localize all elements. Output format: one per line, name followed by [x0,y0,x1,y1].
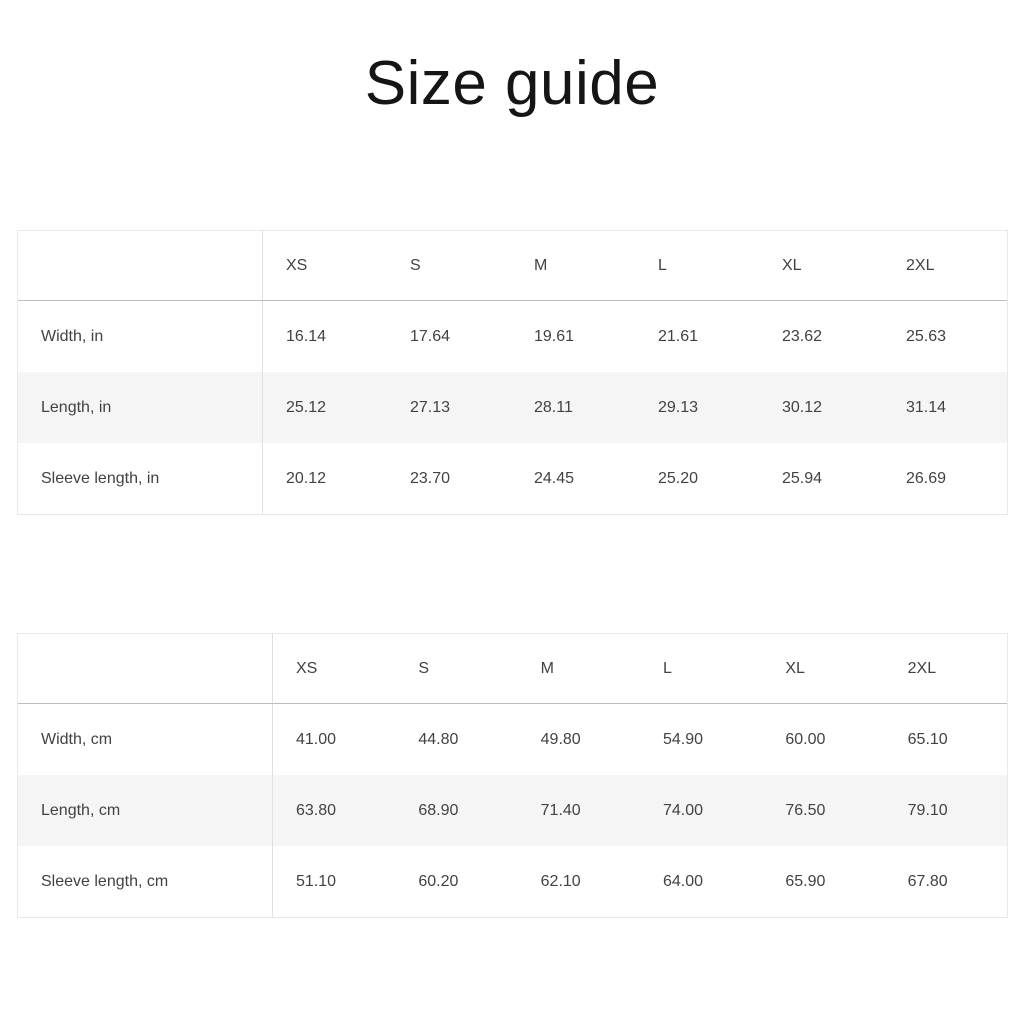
value-cell: 71.40 [540,801,581,819]
column-header-m: M [534,256,548,274]
value-cell: 17.64 [410,327,451,345]
row-label: Width, cm [18,704,273,775]
column-header-m: M [540,659,554,677]
column-header-2xl: 2XL [907,659,937,677]
value-cell: 29.13 [658,398,699,416]
corner-cell [18,634,273,703]
row-label: Length, in [18,372,263,443]
value-cell: 60.00 [785,730,826,748]
row-label: Width, in [18,301,263,372]
column-header-s: S [418,659,429,677]
value-cell: 54.90 [663,730,704,748]
value-cell: 24.45 [534,469,575,487]
table-row-sleeve-in: Sleeve length, in 20.12 23.70 24.45 25.2… [18,443,1007,514]
value-cell: 65.10 [907,730,948,748]
value-cell: 64.00 [663,872,704,890]
column-header-xs: XS [286,256,308,274]
value-cell: 28.11 [534,398,573,416]
value-cell: 27.13 [410,398,451,416]
value-cell: 49.80 [540,730,581,748]
table-row-sleeve-cm: Sleeve length, cm 51.10 60.20 62.10 64.0… [18,846,1007,917]
value-cell: 74.00 [663,801,704,819]
table-row-width-in: Width, in 16.14 17.64 19.61 21.61 23.62 … [18,301,1007,372]
row-label: Length, cm [18,775,273,846]
column-header-xs: XS [296,659,318,677]
value-cell: 21.61 [658,327,699,345]
value-cell: 60.20 [418,872,459,890]
table-row-width-cm: Width, cm 41.00 44.80 49.80 54.90 60.00 … [18,704,1007,775]
value-cell: 63.80 [296,801,337,819]
page-title: Size guide [364,49,660,118]
value-cell: 62.10 [540,872,581,890]
corner-cell [18,231,263,300]
column-header-2xl: 2XL [906,256,935,274]
value-cell: 30.12 [782,398,823,416]
value-cell: 65.90 [785,872,826,890]
table-header-row: XS S M L XL 2XL [18,634,1007,704]
value-cell: 23.62 [782,327,823,345]
row-label: Sleeve length, in [18,443,263,514]
value-cell: 19.61 [534,327,575,345]
value-cell: 16.14 [286,327,327,345]
table-row-length-cm: Length, cm 63.80 68.90 71.40 74.00 76.50… [18,775,1007,846]
size-table-centimeters: XS S M L XL 2XL Width, cm 41.00 44.80 49… [17,633,1008,918]
value-cell: 41.00 [296,730,337,748]
value-cell: 20.12 [286,469,327,487]
value-cell: 76.50 [785,801,826,819]
value-cell: 51.10 [296,872,337,890]
value-cell: 44.80 [418,730,459,748]
value-cell: 79.10 [907,801,948,819]
column-header-s: S [410,256,421,274]
value-cell: 67.80 [907,872,948,890]
value-cell: 25.63 [906,327,947,345]
value-cell: 31.14 [906,398,947,416]
table-row-length-in: Length, in 25.12 27.13 28.11 29.13 30.12… [18,372,1007,443]
value-cell: 23.70 [410,469,451,487]
column-header-xl: XL [782,256,802,274]
value-cell: 26.69 [906,469,947,487]
value-cell: 68.90 [418,801,459,819]
column-header-xl: XL [785,659,805,677]
row-label: Sleeve length, cm [18,846,273,917]
table-header-row: XS S M L XL 2XL [18,231,1007,301]
column-header-l: L [663,659,672,677]
value-cell: 25.94 [782,469,823,487]
value-cell: 25.12 [286,398,327,416]
size-table-inches: XS S M L XL 2XL Width, in 16.14 17.64 19… [17,230,1008,515]
value-cell: 25.20 [658,469,699,487]
column-header-l: L [658,256,667,274]
